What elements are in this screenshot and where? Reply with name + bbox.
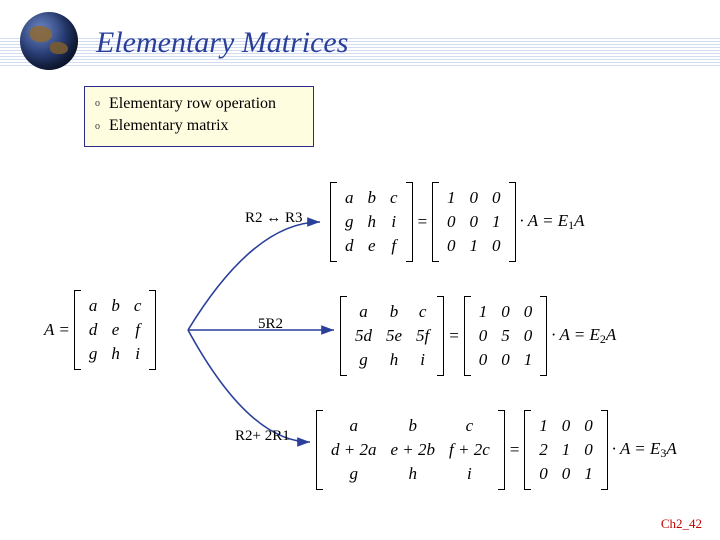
source-matrix: A =abcdefghi <box>40 290 156 370</box>
branch-result: abc5d5e5fghi=100050001· A = E2A <box>340 296 620 376</box>
bullet-text: Elementary matrix <box>109 117 229 134</box>
matrix: abcdefghi <box>74 290 157 370</box>
matrix: abcd + 2ae + 2bf + 2cghi <box>316 410 505 490</box>
matrix: 100001010 <box>432 182 516 262</box>
matrix: 100050001 <box>464 296 548 376</box>
diagram-area: A =abcdefghi abcghidef=100001010· A = E1A… <box>40 170 690 490</box>
matrix: 100210001 <box>524 410 608 490</box>
bullet-text: Elementary row operation <box>109 95 276 112</box>
slide-title: Elementary Matrices <box>96 26 348 60</box>
bullet-box: oElementary row operation oElementary ma… <box>84 86 314 147</box>
operation-label: R2+ 2R1 <box>235 428 290 445</box>
branch-result: abcd + 2ae + 2bf + 2cghi=100210001· A = … <box>316 410 681 490</box>
bullet-item: oElementary matrix <box>95 115 303 137</box>
operation-label: R2 ↔ R3 <box>245 210 303 227</box>
branch-result: abcghidef=100001010· A = E1A <box>330 182 589 262</box>
bullet-item: oElementary row operation <box>95 93 303 115</box>
page-number: Ch2_42 <box>661 516 702 532</box>
globe-icon <box>20 12 78 70</box>
matrix: abc5d5e5fghi <box>340 296 444 376</box>
operation-label: 5R2 <box>258 316 283 333</box>
matrix: abcghidef <box>330 182 413 262</box>
